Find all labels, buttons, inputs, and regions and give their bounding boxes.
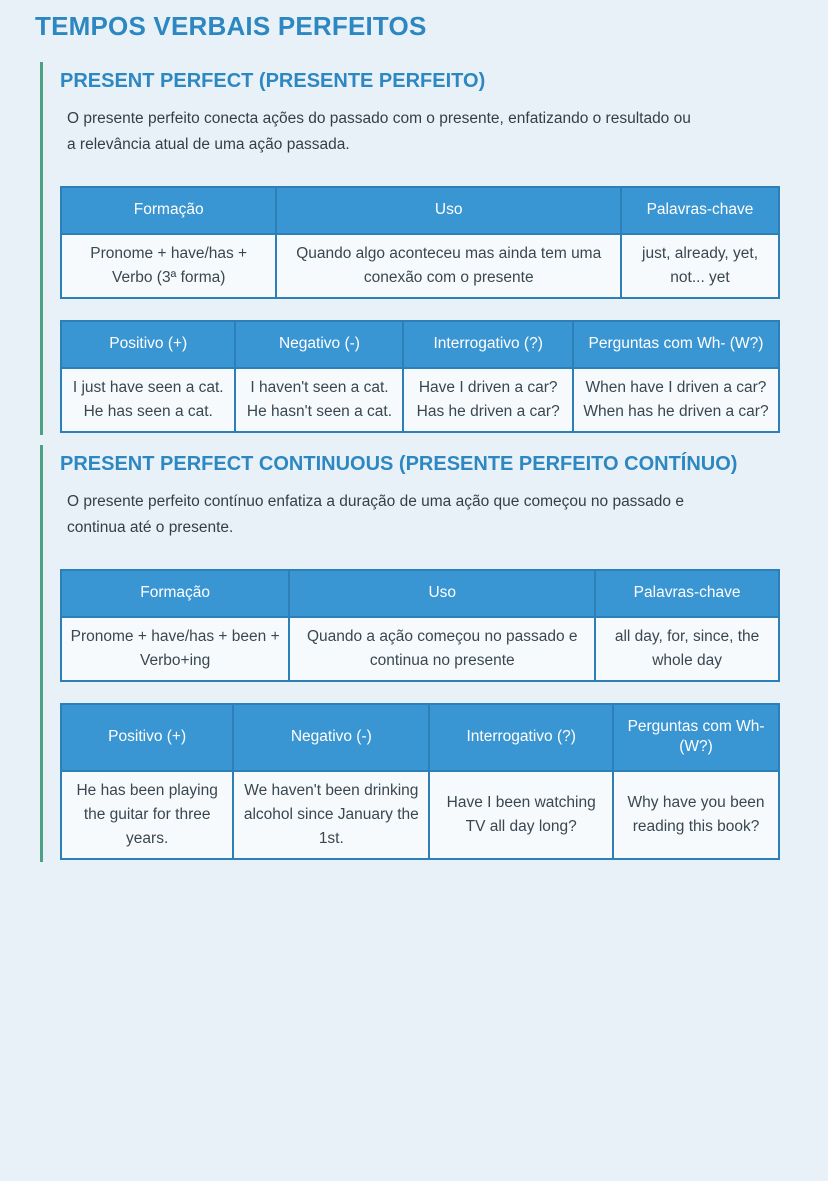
examples-table: Positivo (+) Negativo (-) Interrogativo … (59, 319, 781, 433)
section-present-perfect: PRESENT PERFECT (PRESENTE PERFEITO) O pr… (40, 61, 781, 435)
page-title: TEMPOS VERBAIS PERFEITOS (35, 11, 427, 41)
section-present-perfect-continuous: PRESENT PERFECT CONTINUOUS (PRESENTE PER… (40, 444, 780, 863)
table-header-cell: Interrogativo (?) (402, 319, 574, 369)
table-cell: We haven't been drinking alcohol since J… (232, 770, 431, 861)
table-header-cell: Negativo (-) (232, 702, 431, 773)
section-description: O presente perfeito contínuo enfatiza a … (67, 492, 684, 536)
table-cell: Why have you been reading this book? (612, 770, 780, 861)
table-header-cell: Formação (59, 185, 278, 235)
table-cell: Quando algo aconteceu mas ainda tem uma … (275, 232, 623, 299)
table-cell: Quando a ação começou no passado e conti… (288, 615, 597, 682)
table-header-row: Positivo (+) Negativo (-) Interrogativo … (59, 319, 781, 369)
table-header-cell: Palavras-chave (620, 185, 780, 235)
examples-table: Positivo (+) Negativo (-) Interrogativo … (59, 702, 780, 861)
formation-usage-table: Formação Uso Palavras-chave Pronome + ha… (59, 568, 780, 682)
table-header-row: Positivo (+) Negativo (-) Interrogativo … (59, 702, 780, 773)
table-cell: He has been playing the guitar for three… (59, 770, 235, 861)
table-header-cell: Uso (288, 568, 597, 618)
table-cell: all day, for, since, the whole day (594, 615, 780, 682)
table-header-cell: Uso (275, 185, 623, 235)
section-description: O presente perfeito conecta ações do pas… (67, 109, 691, 153)
table-cell: just, already, yet, not... yet (620, 232, 780, 299)
table-cell: Have I been watching TV all day long? (428, 770, 615, 861)
table-header-cell: Positivo (+) (59, 702, 235, 773)
table-header-cell: Palavras-chave (594, 568, 780, 618)
table-cell: I haven't seen a cat. He hasn't seen a c… (234, 366, 405, 433)
table-header-cell: Interrogativo (?) (428, 702, 615, 773)
table-header-row: Formação Uso Palavras-chave (59, 568, 780, 618)
table-header-cell: Perguntas com Wh- (W?) (612, 702, 780, 773)
section-heading: PRESENT PERFECT CONTINUOUS (PRESENTE PER… (60, 452, 738, 475)
table-header-row: Formação Uso Palavras-chave (59, 185, 780, 235)
table-header-cell: Formação (59, 568, 291, 618)
table-cell: Pronome + have/has + Verbo (3ª forma) (59, 232, 278, 299)
table-header-cell: Perguntas com Wh- (W?) (571, 319, 781, 369)
table-cell: Have I driven a car? Has he driven a car… (402, 366, 574, 433)
formation-usage-table: Formação Uso Palavras-chave Pronome + ha… (59, 185, 780, 299)
table-header-cell: Positivo (+) (59, 319, 237, 369)
table-row: Pronome + have/has + been + Verbo+ing Qu… (59, 615, 780, 682)
table-row: He has been playing the guitar for three… (59, 770, 780, 861)
table-header-cell: Negativo (-) (234, 319, 405, 369)
table-cell: When have I driven a car? When has he dr… (571, 366, 781, 433)
table-row: I just have seen a cat. He has seen a ca… (59, 366, 781, 433)
table-cell: I just have seen a cat. He has seen a ca… (59, 366, 237, 433)
table-row: Pronome + have/has + Verbo (3ª forma) Qu… (59, 232, 780, 299)
table-cell: Pronome + have/has + been + Verbo+ing (59, 615, 291, 682)
section-heading: PRESENT PERFECT (PRESENTE PERFEITO) (60, 69, 486, 92)
